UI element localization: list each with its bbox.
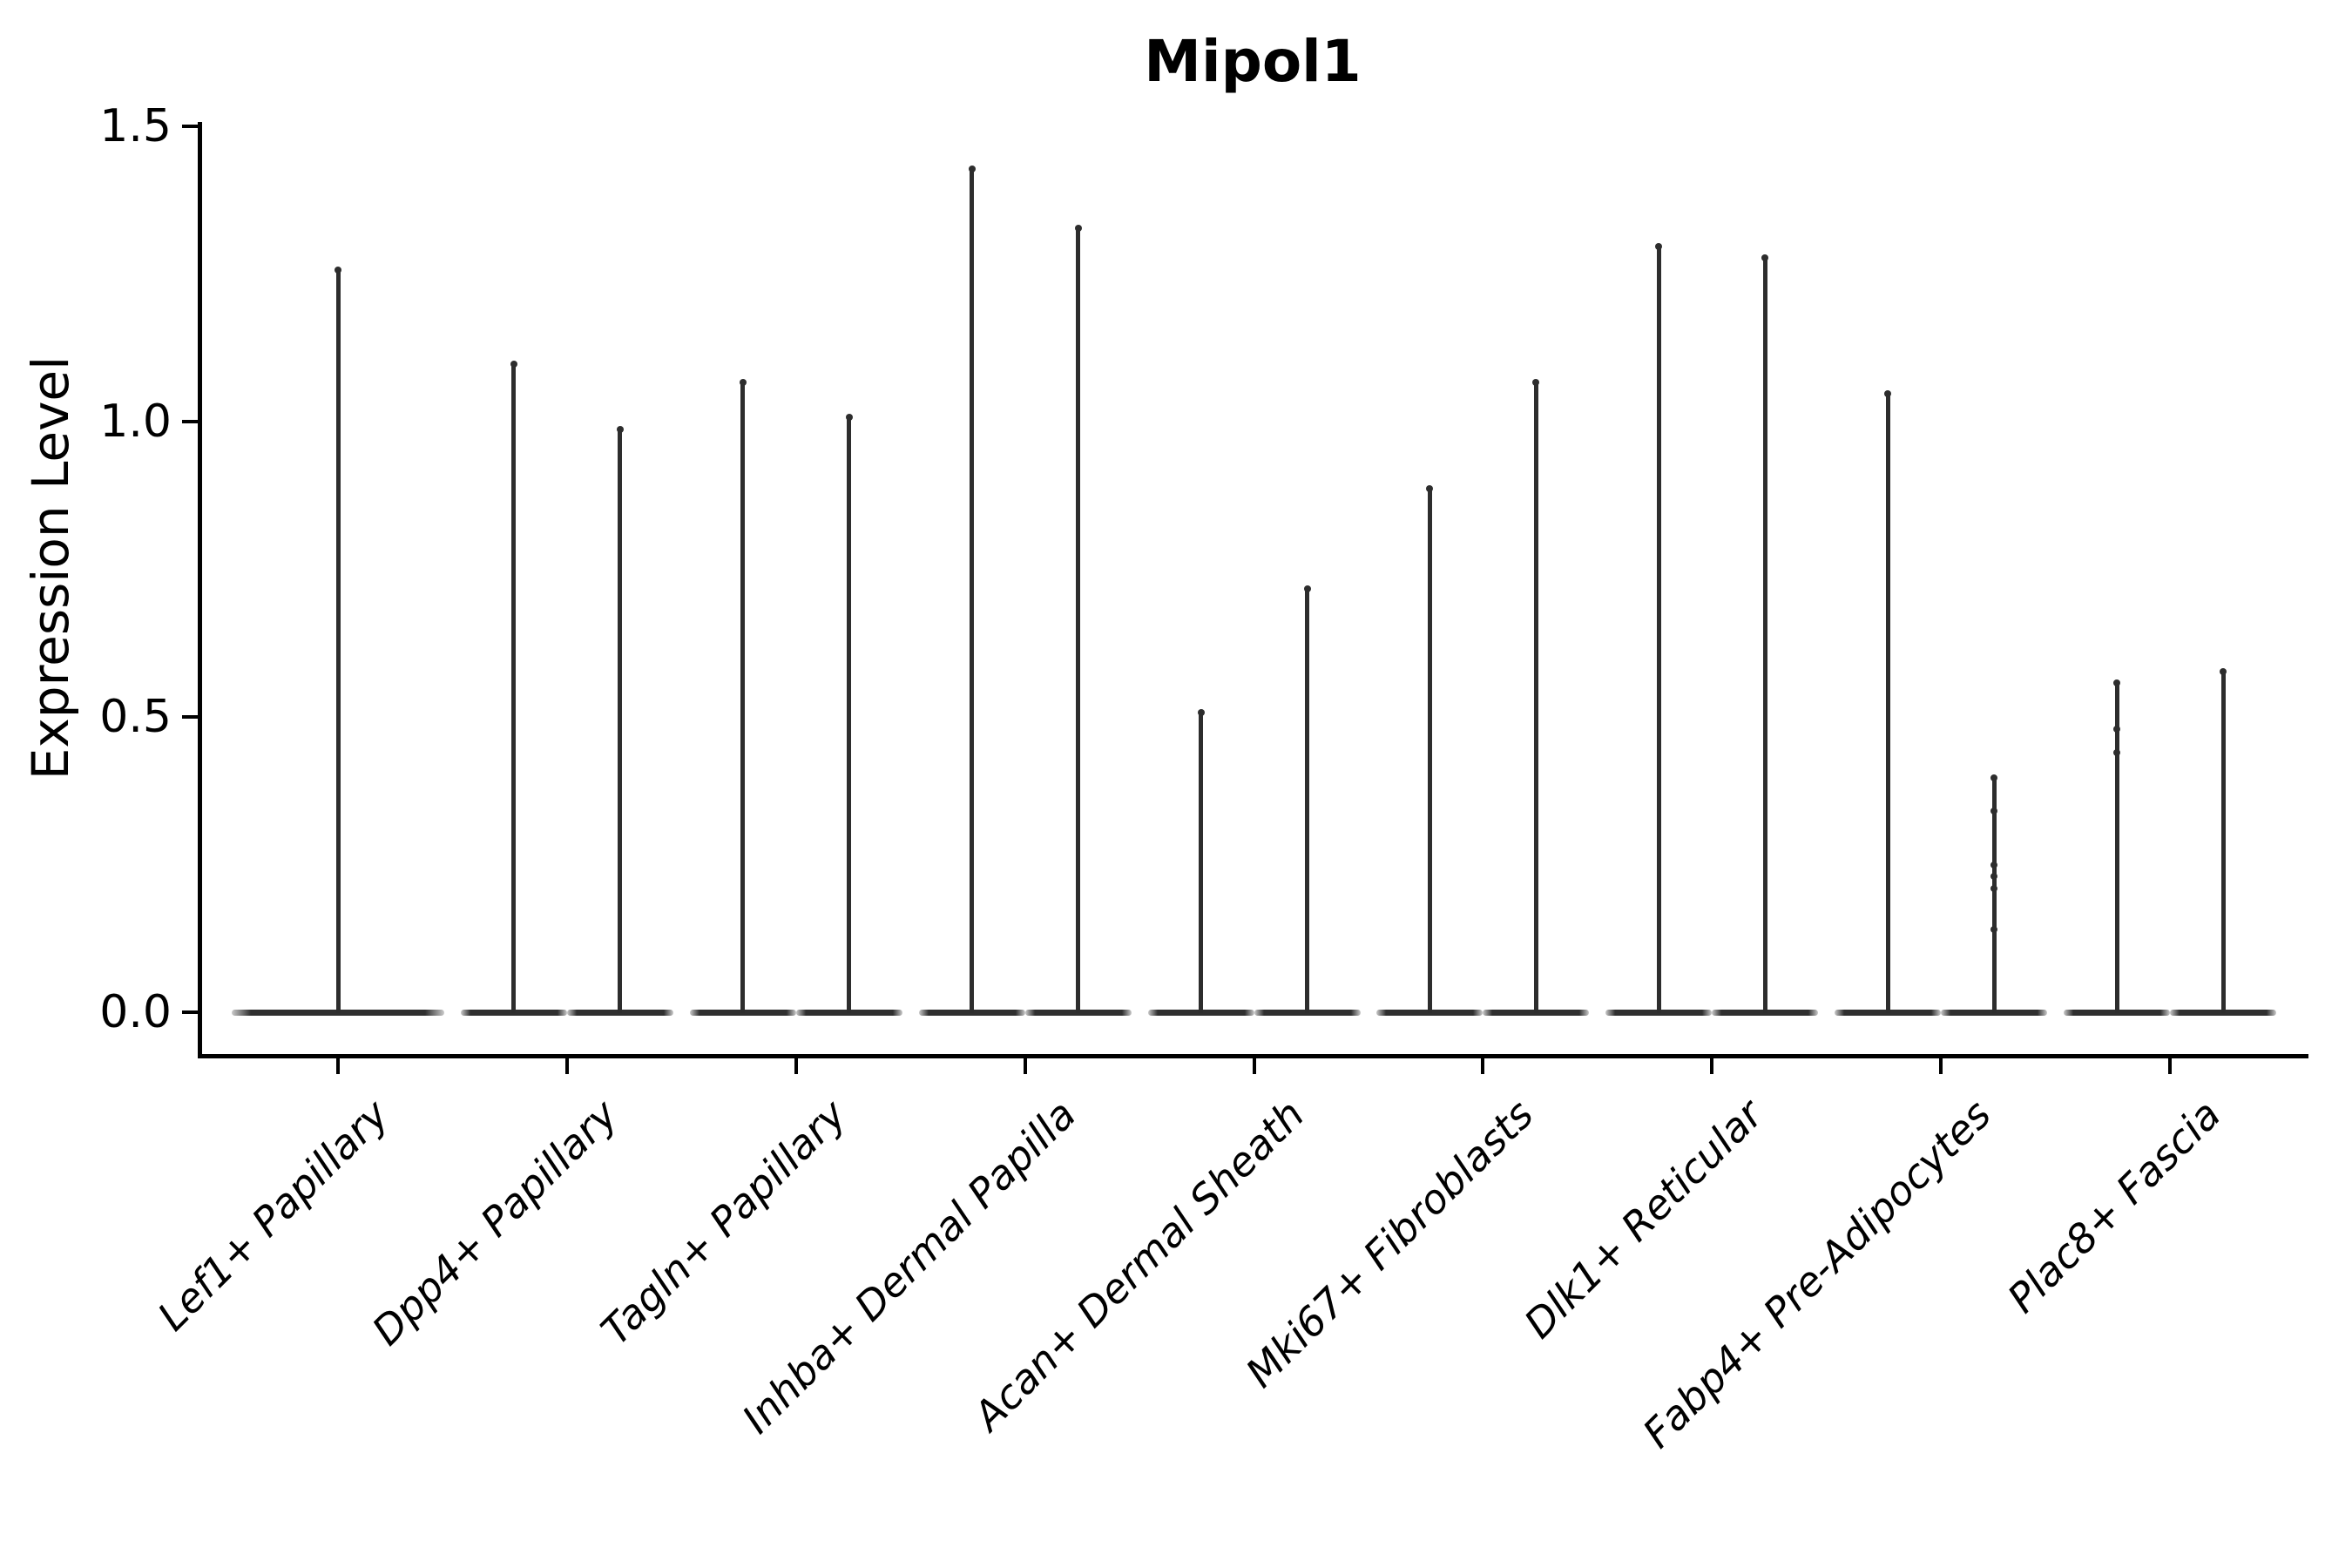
violin-point: [1884, 390, 1892, 398]
x-tick: [1481, 1058, 1485, 1074]
x-tick: [1939, 1058, 1943, 1074]
y-tick-label: 0.5: [99, 691, 172, 743]
violin-needle: [335, 267, 341, 1013]
x-tick-label: Dlk1+ Reticular: [1514, 1091, 1772, 1348]
violin-point: [2113, 748, 2120, 756]
x-tick-label: Dpp4+ Papillary: [362, 1091, 627, 1355]
violin-point: [1303, 585, 1311, 592]
y-tick: [182, 715, 198, 719]
y-tick-label: 0.0: [99, 986, 172, 1038]
violin-point: [1197, 709, 1205, 717]
violin-needle: [740, 380, 746, 1013]
violin-point: [1532, 378, 1540, 386]
violin-needle: [511, 362, 517, 1013]
x-tick: [336, 1058, 340, 1074]
violin-point: [845, 414, 853, 422]
violin-point: [1990, 884, 1998, 892]
violin-point: [510, 361, 517, 368]
violin-needle: [1076, 226, 1081, 1013]
violin-needle: [1533, 380, 1538, 1013]
violin-needle: [1199, 711, 1203, 1013]
violin-needle: [1991, 775, 1997, 1013]
violin-point: [1761, 254, 1769, 262]
violin-point: [616, 425, 624, 433]
violin-point: [2220, 667, 2227, 675]
violin-point: [335, 266, 341, 274]
x-tick: [2168, 1058, 2172, 1074]
violin-needle: [2220, 669, 2226, 1013]
y-tick: [182, 420, 198, 423]
violin-point: [1990, 873, 1998, 881]
x-tick: [1023, 1058, 1027, 1074]
x-tick-label: Lef1+ Papillary: [148, 1091, 398, 1340]
violin-point: [1074, 225, 1082, 233]
y-tick-label: 1.0: [99, 395, 172, 448]
violin-needle: [1305, 586, 1309, 1013]
y-axis-spine: [198, 122, 202, 1057]
x-tick: [794, 1058, 798, 1074]
violin-point: [968, 166, 976, 173]
violin-needle: [970, 167, 975, 1013]
y-tick: [182, 1010, 198, 1014]
violin-point: [739, 378, 747, 386]
violin-needle: [847, 416, 852, 1013]
violin-needle: [2114, 681, 2119, 1013]
violin-point: [2113, 679, 2120, 687]
violin-needle: [618, 427, 623, 1013]
violin-point: [1990, 808, 1998, 815]
violin-point: [1990, 774, 1998, 781]
chart-title: Mipol1: [1144, 28, 1362, 95]
y-tick-label: 1.5: [99, 100, 172, 152]
x-tick-label: Plac8+ Fascia: [1997, 1091, 2230, 1322]
x-tick: [564, 1058, 569, 1074]
violin-needle: [1762, 256, 1767, 1013]
violin-needle: [1656, 244, 1661, 1013]
y-tick: [182, 125, 198, 128]
x-axis-spine: [198, 1054, 2308, 1058]
violin-needle: [1427, 486, 1432, 1013]
violin-point: [2113, 725, 2120, 733]
x-tick-label: Tagln+ Papillary: [591, 1091, 855, 1355]
violin-needle: [1885, 392, 1890, 1013]
x-tick: [1710, 1058, 1714, 1074]
violin-point: [1655, 242, 1663, 250]
violin-point: [1990, 861, 1998, 868]
violin-point: [1426, 484, 1434, 492]
violin-point: [1990, 926, 1998, 934]
x-tick: [1252, 1058, 1256, 1074]
